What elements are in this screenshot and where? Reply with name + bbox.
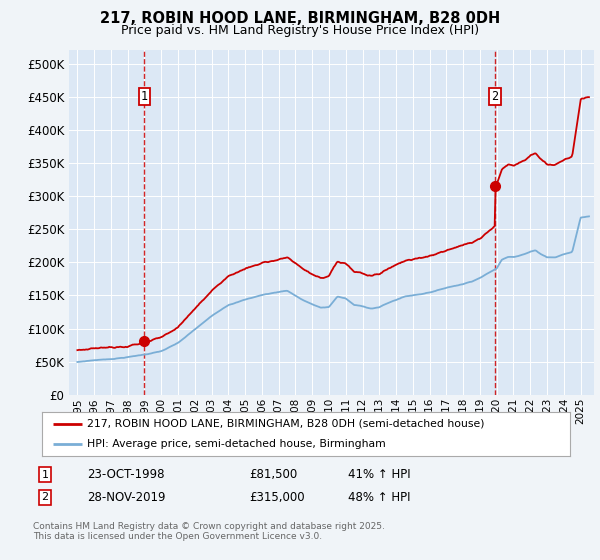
Text: 1: 1 <box>141 90 148 103</box>
Text: £315,000: £315,000 <box>249 491 305 504</box>
Text: 217, ROBIN HOOD LANE, BIRMINGHAM, B28 0DH (semi-detached house): 217, ROBIN HOOD LANE, BIRMINGHAM, B28 0D… <box>87 419 484 429</box>
Text: 23-OCT-1998: 23-OCT-1998 <box>87 468 164 482</box>
Text: 1: 1 <box>41 470 49 480</box>
Text: 48% ↑ HPI: 48% ↑ HPI <box>348 491 410 504</box>
Text: 2: 2 <box>41 492 49 502</box>
Text: £81,500: £81,500 <box>249 468 297 482</box>
Text: 2: 2 <box>491 90 499 103</box>
Text: 41% ↑ HPI: 41% ↑ HPI <box>348 468 410 482</box>
Text: Price paid vs. HM Land Registry's House Price Index (HPI): Price paid vs. HM Land Registry's House … <box>121 24 479 36</box>
Text: HPI: Average price, semi-detached house, Birmingham: HPI: Average price, semi-detached house,… <box>87 439 386 449</box>
Text: Contains HM Land Registry data © Crown copyright and database right 2025.
This d: Contains HM Land Registry data © Crown c… <box>33 522 385 542</box>
Text: 28-NOV-2019: 28-NOV-2019 <box>87 491 166 504</box>
Text: 217, ROBIN HOOD LANE, BIRMINGHAM, B28 0DH: 217, ROBIN HOOD LANE, BIRMINGHAM, B28 0D… <box>100 11 500 26</box>
